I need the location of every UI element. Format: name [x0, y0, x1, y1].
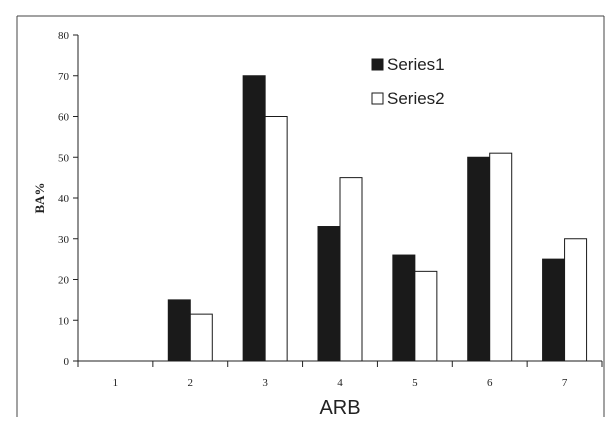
bar-series1: [167, 299, 191, 362]
legend-label: Series1: [387, 55, 445, 74]
y-axis-ticks: 0 10 20 30 40 50 60 70 80: [58, 30, 78, 368]
legend-label: Series2: [387, 89, 445, 108]
chart-legend: Series1 Series2: [371, 55, 445, 108]
y-tick-label: 10: [58, 315, 70, 327]
bar-series2: [489, 152, 513, 362]
y-tick-label: 40: [58, 193, 70, 205]
x-tick-label: 3: [262, 377, 268, 389]
y-tick-label: 50: [58, 152, 70, 164]
y-tick-label: 80: [58, 30, 70, 42]
x-tick-label: 4: [337, 377, 343, 389]
bar-series: [167, 75, 588, 362]
x-tick-label: 6: [487, 377, 493, 389]
bar-series2: [264, 116, 288, 362]
y-tick-label: 60: [58, 112, 70, 124]
bar-series2: [564, 238, 588, 362]
y-axis-title: BA%: [32, 182, 47, 213]
bar-series1: [542, 258, 566, 362]
x-tick-label: 5: [412, 377, 418, 389]
y-tick-label: 30: [58, 234, 70, 246]
x-tick-label: 2: [188, 377, 194, 389]
bar-series1: [242, 75, 266, 362]
x-tick-label: 1: [113, 377, 119, 389]
y-tick-label: 70: [58, 71, 70, 83]
x-tick-label: 7: [562, 377, 568, 389]
legend-swatch: [371, 92, 384, 105]
y-tick-label: 20: [58, 275, 70, 287]
bar-series1: [467, 156, 491, 362]
x-axis-ticks: 1 2 3 4 5 6 7: [77, 361, 603, 389]
bar-series1: [317, 226, 341, 362]
legend-swatch: [371, 58, 384, 71]
bar-series2: [189, 313, 213, 362]
chart-border: [16, 15, 605, 417]
bar-series2: [414, 270, 438, 362]
bar-series1: [392, 254, 416, 362]
x-axis-title: ARB: [319, 397, 360, 419]
bar-series2: [339, 177, 363, 362]
y-tick-label: 0: [64, 356, 70, 368]
